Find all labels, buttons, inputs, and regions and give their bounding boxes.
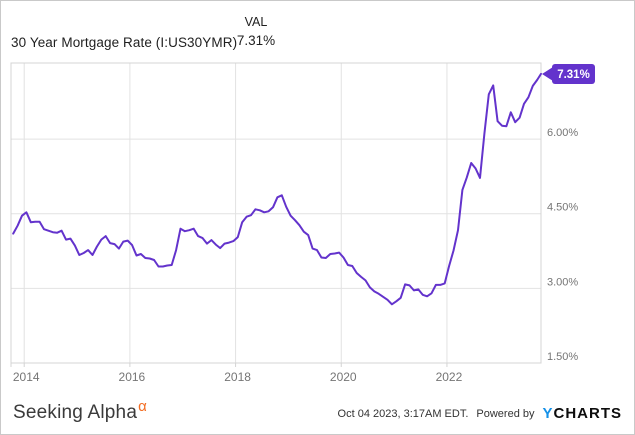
chart-timestamp: Oct 04 2023, 3:17AM EDT. xyxy=(337,407,469,420)
alpha-symbol-icon: α xyxy=(138,397,147,415)
powered-by-label: Powered by xyxy=(476,407,535,420)
ycharts-y-icon: Y xyxy=(542,405,554,422)
val-current-value: 7.31% xyxy=(236,33,276,48)
chart-title: 30 Year Mortgage Rate (I:US30YMR) xyxy=(11,35,238,50)
footer: Seeking Alphaα Oct 04 2023, 3:17AM EDT. … xyxy=(1,398,634,426)
y-axis-label: 3.00% xyxy=(547,276,578,288)
val-column: VAL 7.31% xyxy=(221,15,291,48)
ycharts-wordmark: CHARTS xyxy=(553,405,622,422)
y-axis-label: 4.50% xyxy=(547,202,578,214)
x-axis-label: 2016 xyxy=(119,370,146,384)
y-axis-label: 1.50% xyxy=(547,351,578,363)
footer-right: Oct 04 2023, 3:17AM EDT. Powered by YCHA… xyxy=(338,405,622,422)
value-badge xyxy=(552,63,595,84)
plot-border xyxy=(10,62,542,364)
seeking-alpha-logo: Seeking Alphaα xyxy=(13,399,147,424)
x-axis-label: 2020 xyxy=(330,370,357,384)
x-axis-label: 2018 xyxy=(224,370,251,384)
seeking-alpha-wordmark: Seeking Alpha xyxy=(13,402,138,423)
value-badge-text: 7.31% xyxy=(557,69,590,81)
value-badge-arrow xyxy=(542,66,553,81)
ycharts-logo: YCHARTS xyxy=(542,405,622,422)
val-column-header: VAL xyxy=(244,15,268,29)
y-axis-label: 6.00% xyxy=(547,127,578,139)
x-axis-label: 2014 xyxy=(13,370,40,384)
rate-line-series xyxy=(12,72,542,306)
x-axis-label: 2022 xyxy=(436,370,463,384)
